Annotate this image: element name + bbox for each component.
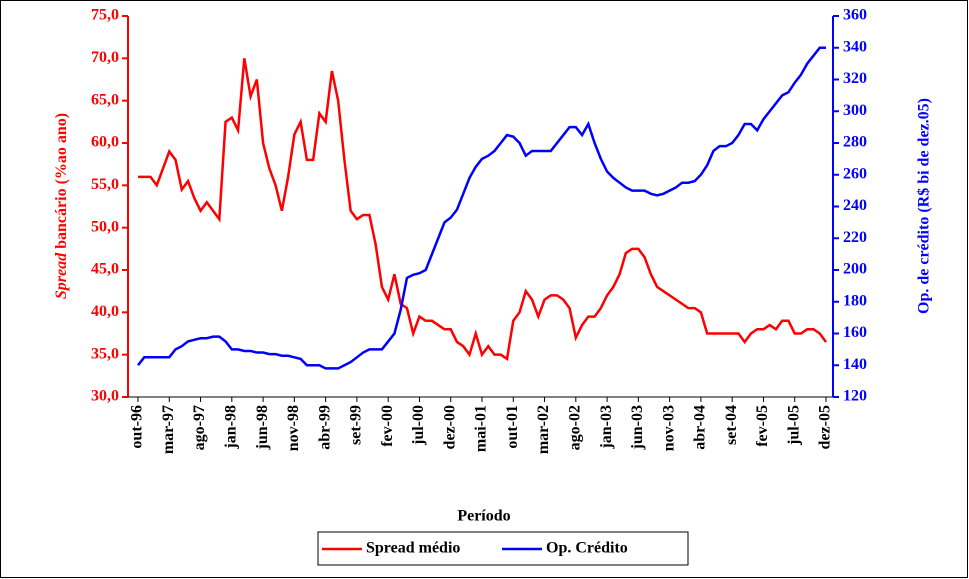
y-tick-label: 40,0 — [91, 303, 119, 320]
y2-tick-label: 140 — [843, 356, 867, 373]
y-axis-title: Spread bancário (%ao ano) — [53, 113, 70, 299]
x-tick-label: fev-00 — [379, 405, 396, 447]
x-tick-label: dez-05 — [817, 405, 834, 449]
series-line — [137, 46, 826, 370]
y2-tick-label: 280 — [843, 134, 867, 151]
x-tick-label: set-99 — [348, 405, 365, 445]
x-tick-label: jan-98 — [222, 405, 239, 450]
x-tick-label: jul-00 — [410, 405, 427, 446]
y-tick-label: 30,0 — [91, 388, 119, 405]
y-tick-label: 70,0 — [91, 49, 119, 66]
x-tick-label: mai-01 — [473, 405, 490, 452]
legend-label: Op. Crédito — [546, 540, 628, 557]
x-tick-label: abr-04 — [692, 405, 709, 450]
y2-tick-label: 360 — [843, 7, 867, 24]
y-title-part: bancário (%ao ano) — [53, 113, 70, 249]
y2-tick-label: 300 — [843, 102, 867, 119]
y-tick-label: 45,0 — [91, 261, 119, 278]
x-tick-label: abr-99 — [316, 405, 333, 450]
y2-tick-label: 200 — [843, 261, 867, 278]
x-tick-label: dez-00 — [441, 405, 458, 449]
y2-tick-label: 260 — [843, 165, 867, 182]
x-tick-label: mar-02 — [535, 405, 552, 454]
y-tick-label: 35,0 — [91, 345, 119, 362]
y-tick-label: 75,0 — [91, 7, 119, 24]
y-tick-label: 55,0 — [91, 176, 119, 193]
series-line — [138, 58, 828, 362]
x-tick-label: set-04 — [723, 405, 740, 445]
x-tick-label: nov-03 — [660, 405, 677, 451]
y2-tick-label: 120 — [843, 388, 867, 405]
x-tick-label: mar-97 — [160, 405, 177, 454]
x-axis-title: Período — [457, 508, 510, 525]
y2-tick-label: 160 — [843, 324, 867, 341]
x-tick-label: jul-05 — [785, 405, 802, 446]
y-tick-label: 60,0 — [91, 134, 119, 151]
x-tick-label: out-01 — [504, 405, 521, 449]
x-tick-label: jan-03 — [598, 405, 615, 450]
x-tick-label: jun-98 — [254, 405, 271, 450]
y2-tick-label: 240 — [843, 197, 867, 214]
y2-tick-label: 320 — [843, 70, 867, 87]
x-tick-label: nov-98 — [285, 405, 302, 451]
x-tick-label: ago-02 — [566, 405, 583, 450]
y-tick-label: 65,0 — [91, 91, 119, 108]
y2-tick-label: 340 — [843, 38, 867, 55]
y-title-part: Spread — [53, 252, 70, 299]
x-tick-label: fev-05 — [754, 405, 771, 447]
legend-label: Spread médio — [366, 540, 460, 557]
x-tick-label: ago-97 — [191, 405, 208, 450]
y2-axis-title: Op. de crédito (R$ bi de dez.05) — [916, 98, 933, 314]
x-tick-label: out-96 — [129, 405, 146, 449]
x-tick-label: jun-03 — [629, 405, 646, 450]
y2-tick-label: 180 — [843, 292, 867, 309]
y2-tick-label: 220 — [843, 229, 867, 246]
y-tick-label: 50,0 — [91, 218, 119, 235]
